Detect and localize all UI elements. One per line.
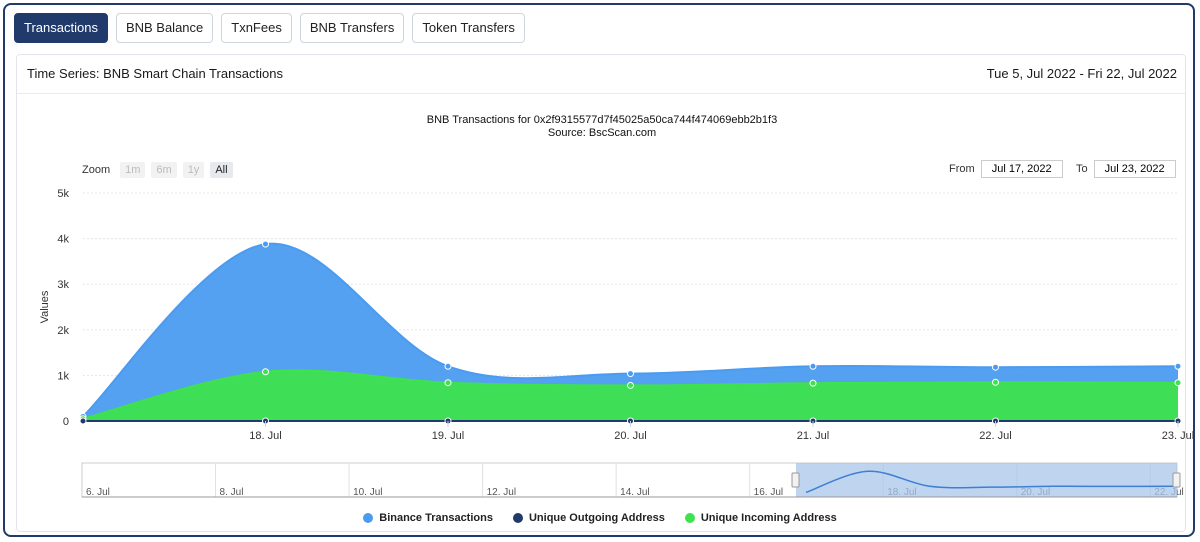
- x-tick-label: 23. Jul: [1162, 430, 1194, 442]
- navigator-selection: [796, 463, 1177, 497]
- data-point-transactions: [992, 363, 999, 371]
- data-point-incoming: [1174, 379, 1182, 387]
- zoom-6m-button[interactable]: 6m: [151, 162, 177, 178]
- chart-legend: Binance Transactions Unique Outgoing Add…: [0, 512, 1200, 524]
- x-tick-label: 20. Jul: [614, 430, 646, 442]
- legend-label-transactions: Binance Transactions: [379, 512, 493, 524]
- y-tick-label: 0: [63, 416, 69, 428]
- y-tick-label: 3k: [57, 279, 69, 291]
- tab-bnb-balance[interactable]: BNB Balance: [115, 13, 214, 43]
- y-tick-label: 5k: [57, 188, 69, 200]
- zoom-1y-button[interactable]: 1y: [182, 162, 205, 178]
- zoom-controls: Zoom 1m 6m 1y All: [82, 162, 233, 178]
- navigator-tick-label: 14. Jul: [620, 487, 649, 498]
- data-point-incoming: [444, 379, 452, 387]
- navigator-handle-left[interactable]: [791, 472, 800, 488]
- navigator-tick-label: 6. Jul: [86, 487, 110, 498]
- navigator-tick-label: 8. Jul: [220, 487, 244, 498]
- range-from-input[interactable]: [980, 160, 1063, 178]
- tab-token-transfers[interactable]: Token Transfers: [412, 13, 525, 43]
- y-tick-label: 4k: [57, 234, 69, 246]
- range-to-label: To: [1076, 163, 1088, 175]
- chart-subtitle: Source: BscScan.com: [547, 127, 657, 139]
- x-tick-label: 22. Jul: [979, 430, 1011, 442]
- data-point-incoming: [627, 381, 634, 389]
- chart-title-block: BNB Transactions for 0x2f9315577d7f45025…: [17, 114, 1187, 140]
- tab-transactions[interactable]: Transactions: [14, 13, 108, 43]
- legend-label-incoming: Unique Incoming Address: [700, 512, 837, 524]
- legend-label-outgoing: Unique Outgoing Address: [528, 512, 665, 524]
- legend-marker-incoming: [684, 513, 695, 523]
- legend-marker-outgoing: [512, 513, 523, 523]
- y-tick-label: 1k: [57, 370, 69, 382]
- navigator-tick-label: 10. Jul: [353, 487, 382, 498]
- data-point-transactions: [262, 240, 269, 248]
- navigator-handle-right[interactable]: [1172, 472, 1181, 488]
- data-point-incoming: [809, 379, 817, 387]
- tab-bar: Transactions BNB Balance TxnFees BNB Tra…: [14, 13, 525, 43]
- panel-header: Time Series: BNB Smart Chain Transaction…: [17, 55, 1185, 94]
- panel-date-range: Tue 5, Jul 2022 - Fri 22, Jul 2022: [986, 66, 1177, 81]
- data-point-transactions: [444, 362, 452, 370]
- data-point-incoming: [262, 368, 269, 376]
- zoom-all-button[interactable]: All: [210, 162, 233, 178]
- navigator-tick-label: 16. Jul: [754, 487, 783, 498]
- y-axis-label: Values: [39, 290, 51, 323]
- panel-title: Time Series: BNB Smart Chain Transaction…: [27, 66, 283, 81]
- zoom-1m-button[interactable]: 1m: [120, 162, 146, 178]
- x-tick-label: 18. Jul: [249, 430, 281, 442]
- legend-marker-transactions: [363, 513, 374, 523]
- range-from-label: From: [949, 163, 975, 175]
- data-point-outgoing: [79, 417, 87, 425]
- data-point-incoming: [992, 378, 999, 386]
- chart-title: BNB Transactions for 0x2f9315577d7f45025…: [426, 114, 778, 126]
- data-point-transactions: [1174, 362, 1182, 370]
- x-tick-label: 19. Jul: [432, 430, 464, 442]
- navigator-series-line: [805, 470, 1178, 494]
- x-tick-label: 21. Jul: [797, 430, 829, 442]
- legend-item-transactions[interactable]: Binance Transactions: [363, 512, 493, 524]
- data-point-transactions: [809, 362, 817, 370]
- legend-item-outgoing[interactable]: Unique Outgoing Address: [512, 512, 665, 524]
- y-tick-label: 2k: [57, 325, 69, 337]
- range-from: From: [949, 160, 1063, 178]
- legend-item-incoming[interactable]: Unique Incoming Address: [684, 512, 837, 524]
- data-point-transactions: [627, 370, 634, 378]
- zoom-label: Zoom: [82, 164, 111, 176]
- screenshot-frame: [3, 3, 1195, 537]
- tab-bnb-transfers[interactable]: BNB Transfers: [299, 13, 405, 43]
- tab-txn-fees[interactable]: TxnFees: [221, 13, 292, 43]
- range-to-input[interactable]: [1093, 160, 1176, 178]
- range-to: To: [1076, 160, 1176, 178]
- navigator-tick-label: 12. Jul: [487, 487, 516, 498]
- chart-panel: Time Series: BNB Smart Chain Transaction…: [16, 54, 1186, 532]
